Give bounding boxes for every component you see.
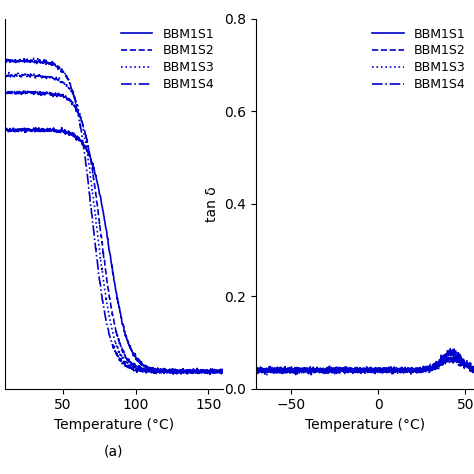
BBM1S4 xyxy=(391,370,397,375)
BBM1S4 xyxy=(447,346,453,352)
BBM1S2 xyxy=(190,367,196,373)
BBM1S1 xyxy=(135,357,140,363)
Line: BBM1S2: BBM1S2 xyxy=(256,352,474,374)
BBM1S1 xyxy=(385,368,391,374)
BBM1S3 xyxy=(385,369,391,374)
BBM1S1 xyxy=(190,369,196,374)
BBM1S1 xyxy=(253,369,259,374)
BBM1S4 xyxy=(220,368,226,374)
BBM1S4 xyxy=(2,59,8,64)
BBM1S1 xyxy=(449,358,455,364)
Legend: BBM1S1, BBM1S2, BBM1S3, BBM1S4: BBM1S1, BBM1S2, BBM1S3, BBM1S4 xyxy=(118,25,217,93)
BBM1S2 xyxy=(218,372,223,377)
BBM1S4 xyxy=(425,367,431,373)
BBM1S1 xyxy=(33,125,38,130)
BBM1S4 xyxy=(449,350,455,356)
BBM1S3 xyxy=(190,367,196,373)
BBM1S2 xyxy=(2,89,8,95)
BBM1S4 xyxy=(15,59,21,64)
BBM1S4 xyxy=(167,370,173,376)
BBM1S4 xyxy=(207,372,213,377)
BBM1S1 xyxy=(398,367,403,373)
BBM1S4 xyxy=(253,369,259,374)
BBM1S3 xyxy=(391,366,397,372)
BBM1S1 xyxy=(445,354,451,360)
BBM1S3 xyxy=(425,364,431,370)
BBM1S1 xyxy=(141,362,147,368)
BBM1S3 xyxy=(182,371,187,377)
BBM1S4 xyxy=(267,369,273,374)
BBM1S3 xyxy=(264,373,270,378)
BBM1S3 xyxy=(16,72,21,78)
BBM1S2 xyxy=(449,350,455,356)
BBM1S3 xyxy=(449,357,455,363)
Line: BBM1S3: BBM1S3 xyxy=(256,358,474,375)
BBM1S1 xyxy=(267,364,273,370)
BBM1S4 xyxy=(190,368,196,374)
BBM1S1 xyxy=(391,366,397,372)
BBM1S2 xyxy=(425,366,431,372)
BBM1S2 xyxy=(129,362,135,368)
BBM1S2 xyxy=(293,372,299,377)
BBM1S4 xyxy=(135,367,140,373)
X-axis label: Temperature (°C): Temperature (°C) xyxy=(54,418,174,432)
BBM1S1 xyxy=(184,371,190,377)
Line: BBM1S4: BBM1S4 xyxy=(256,349,474,374)
Line: BBM1S1: BBM1S1 xyxy=(5,128,223,374)
BBM1S2 xyxy=(220,369,226,375)
BBM1S3 xyxy=(141,368,147,374)
BBM1S1 xyxy=(15,129,21,135)
BBM1S2 xyxy=(167,367,173,373)
BBM1S3 xyxy=(167,368,173,374)
BBM1S1 xyxy=(425,368,431,374)
BBM1S1 xyxy=(2,127,8,132)
BBM1S2 xyxy=(450,349,456,355)
BBM1S3 xyxy=(398,368,403,374)
Line: BBM1S1: BBM1S1 xyxy=(256,357,474,374)
X-axis label: Temperature (°C): Temperature (°C) xyxy=(305,418,425,432)
BBM1S3 xyxy=(267,368,273,374)
BBM1S4 xyxy=(31,55,36,61)
BBM1S3 xyxy=(2,73,8,79)
BBM1S4 xyxy=(294,371,300,377)
BBM1S3 xyxy=(445,356,451,361)
BBM1S3 xyxy=(253,368,259,374)
BBM1S2 xyxy=(385,367,391,373)
BBM1S2 xyxy=(398,367,403,373)
BBM1S2 xyxy=(391,369,397,374)
BBM1S2 xyxy=(135,366,140,372)
Text: (a): (a) xyxy=(104,444,124,458)
BBM1S2 xyxy=(141,367,147,373)
Line: BBM1S3: BBM1S3 xyxy=(5,73,223,374)
BBM1S1 xyxy=(167,369,173,375)
BBM1S3 xyxy=(220,368,226,374)
BBM1S4 xyxy=(385,365,391,371)
BBM1S4 xyxy=(129,365,135,371)
BBM1S2 xyxy=(24,88,29,93)
BBM1S1 xyxy=(129,348,135,354)
BBM1S4 xyxy=(398,369,403,375)
BBM1S3 xyxy=(6,70,12,75)
BBM1S1 xyxy=(220,369,226,374)
Line: BBM1S2: BBM1S2 xyxy=(5,91,223,374)
Line: BBM1S4: BBM1S4 xyxy=(5,58,223,374)
BBM1S2 xyxy=(15,91,21,96)
BBM1S3 xyxy=(129,364,135,370)
Legend: BBM1S1, BBM1S2, BBM1S3, BBM1S4: BBM1S1, BBM1S2, BBM1S3, BBM1S4 xyxy=(370,25,468,93)
BBM1S3 xyxy=(135,366,140,372)
BBM1S1 xyxy=(309,372,314,377)
BBM1S2 xyxy=(253,367,259,373)
Y-axis label: tan δ: tan δ xyxy=(205,186,219,222)
BBM1S4 xyxy=(141,368,147,374)
BBM1S2 xyxy=(267,367,273,373)
